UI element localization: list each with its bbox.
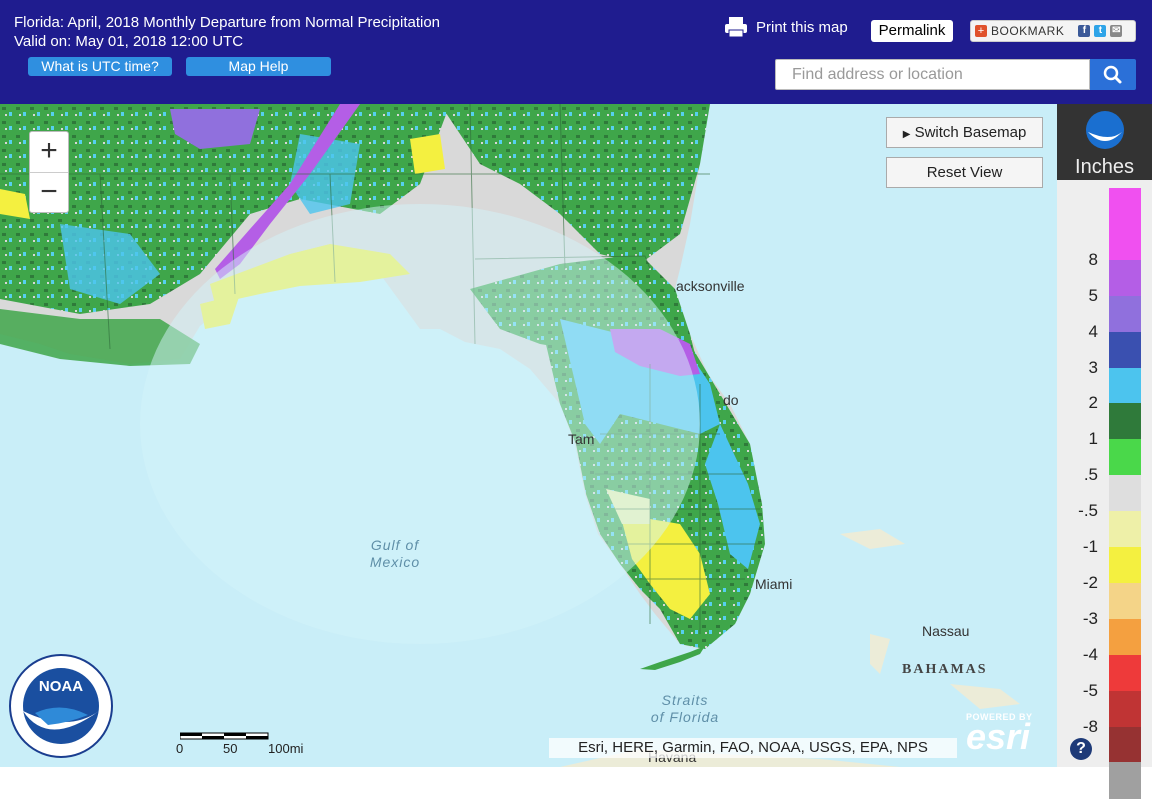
legend-swatch (1109, 582, 1141, 620)
legend-swatch (1109, 511, 1141, 548)
legend-swatch (1109, 618, 1141, 656)
legend-label: .5 (1083, 465, 1098, 485)
bookmark-button[interactable]: + BOOKMARK f t ✉ (970, 20, 1136, 42)
caret-right-icon: ▶ (902, 129, 911, 140)
esri-logo-text: esri (966, 716, 1031, 757)
legend-swatch (1109, 367, 1141, 405)
map-label-straits-of-florida: Straits of Florida (640, 692, 730, 726)
zoom-control: + − (29, 131, 69, 213)
legend-swatch (1109, 762, 1141, 799)
map-label-miami: Miami (755, 576, 793, 592)
legend-label: -.5 (1078, 501, 1098, 521)
utc-time-button[interactable]: What is UTC time? (28, 57, 172, 76)
legend-label: -4 (1082, 644, 1098, 664)
legend-header: Inches (1057, 104, 1152, 180)
map-base-layer (0, 104, 1020, 767)
legend-swatch (1109, 726, 1141, 764)
straits-label-line2: of Florida (650, 709, 720, 725)
printer-icon (725, 17, 747, 37)
legend-label: -1 (1082, 537, 1098, 556)
legend-label: 1 (1088, 429, 1098, 449)
page-title: Florida: April, 2018 Monthly Departure f… (14, 13, 440, 51)
plus-icon: + (975, 25, 987, 37)
legend-swatch (1109, 331, 1141, 369)
scale-label-50: 50 (223, 741, 238, 756)
legend-unit-label: Inches (1075, 156, 1134, 178)
zoom-in-button[interactable]: + (30, 132, 68, 173)
legend-label: -2 (1082, 572, 1098, 592)
map-label-nassau: Nassau (922, 623, 970, 639)
print-map-button[interactable]: Print this map (724, 17, 848, 37)
legend-swatch (1109, 188, 1141, 225)
legend-label: 3 (1088, 357, 1098, 377)
legend-swatch (1109, 223, 1141, 261)
help-icon[interactable]: ? (1070, 738, 1092, 760)
email-icon: ✉ (1110, 25, 1123, 37)
title-line-2: Valid on: May 01, 2018 12:00 UTC (14, 33, 244, 50)
gulf-shelf (140, 204, 700, 644)
scale-label-0: 0 (176, 741, 184, 756)
legend-swatch (1109, 475, 1141, 513)
reset-view-button[interactable]: Reset View (886, 157, 1043, 188)
zoom-out-button[interactable]: − (40, 175, 58, 208)
precip-purple-north (170, 109, 260, 149)
map-attribution: Esri, HERE, Garmin, FAO, NOAA, USGS, EPA… (549, 738, 957, 758)
permalink-button[interactable]: Permalink (871, 20, 953, 42)
precip-cyan-west (60, 224, 160, 304)
scale-bar (180, 732, 269, 740)
legend-swatch (1109, 654, 1141, 692)
legend-label: 2 (1088, 393, 1098, 413)
gulf-label-line1: Gulf of (370, 537, 420, 553)
legend-label: -3 (1082, 608, 1098, 628)
legend-swatch (1109, 259, 1141, 297)
bookmark-label: BOOKMARK (991, 24, 1065, 38)
esri-powered-by: POWERED BY (966, 712, 1033, 722)
map-label-orlando: do (723, 392, 739, 408)
switch-basemap-button[interactable]: ▶ Switch Basemap (886, 117, 1043, 148)
search-input[interactable]: Find address or location (775, 59, 1090, 90)
legend-label: 8 (1088, 249, 1098, 269)
precip-yellow-west (0, 189, 30, 219)
header-bar: Florida: April, 2018 Monthly Departure f… (0, 0, 1152, 104)
straits-label-line1: Straits (661, 692, 709, 708)
scale-label-100: 100mi (268, 741, 304, 756)
legend-label: -5 (1082, 680, 1098, 700)
search-icon (1103, 65, 1122, 84)
noaa-emblem-icon (1086, 111, 1124, 149)
map-label-tampa: Tam (568, 431, 595, 447)
title-line-1: Florida: April, 2018 Monthly Departure f… (14, 14, 441, 31)
legend-swatch (1109, 547, 1141, 584)
twitter-icon: t (1094, 25, 1107, 37)
noaa-logo: NOAA (9, 654, 113, 758)
precipitation-map[interactable]: acksonville do Tam Miami Nassau BAHAMAS … (0, 104, 1057, 767)
legend-label: -8 (1082, 716, 1098, 736)
switch-basemap-label: Switch Basemap (914, 124, 1027, 141)
map-label-gulf-of-mexico: Gulf of Mexico (355, 537, 435, 571)
legend-label: 5 (1088, 285, 1098, 305)
map-label-jacksonville: acksonville (676, 278, 745, 294)
legend-label: 4 (1088, 321, 1098, 341)
esri-logo: POWERED BY esri (966, 712, 1033, 757)
map-label-bahamas: BAHAMAS (902, 662, 988, 677)
precip-cyan-east-coast (705, 424, 760, 569)
precip-yellow-north (410, 134, 445, 174)
map-help-button[interactable]: Map Help (186, 57, 331, 76)
precip-lightgreen-southwest (0, 309, 200, 366)
florida-keys (640, 646, 705, 670)
precip-purple-diagonal (215, 104, 360, 279)
legend-swatch (1109, 690, 1141, 728)
precip-green-east (440, 104, 710, 264)
search-button[interactable] (1090, 59, 1136, 90)
facebook-icon: f (1078, 25, 1091, 37)
bahamas-islands (840, 529, 1020, 709)
print-map-label: Print this map (756, 18, 848, 36)
noaa-logo-text: NOAA (39, 678, 83, 695)
legend-swatch (1109, 439, 1141, 477)
gulf-label-line2: Mexico (369, 554, 421, 570)
legend-swatch (1109, 403, 1141, 441)
legend-swatch (1109, 295, 1141, 333)
